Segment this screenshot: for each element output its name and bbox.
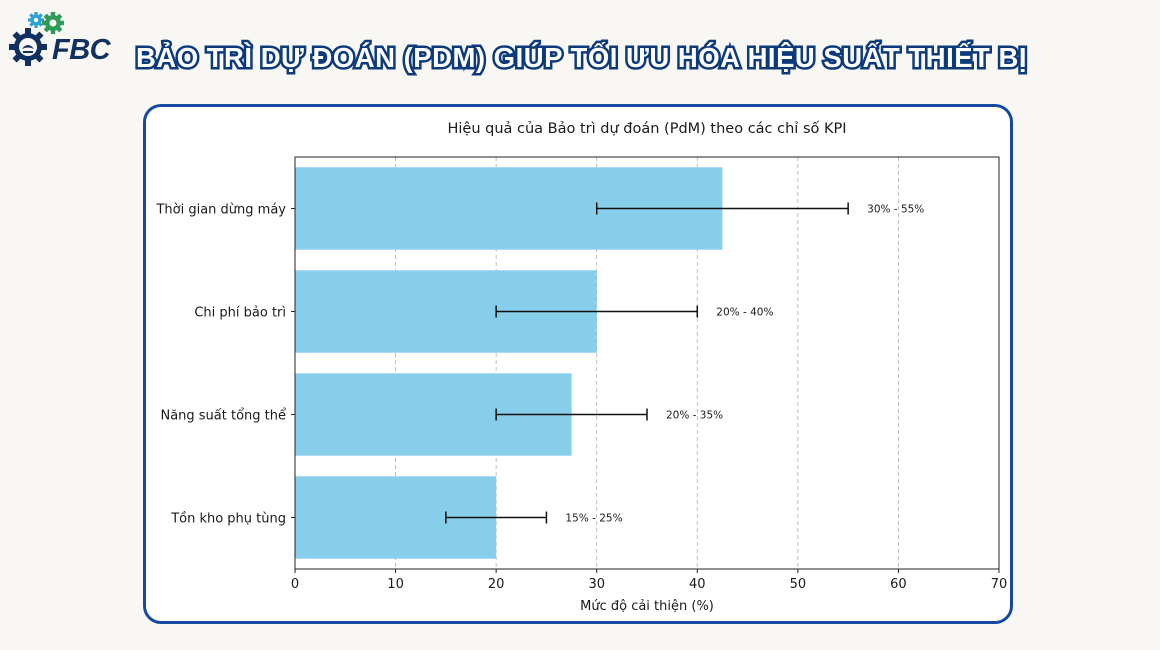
x-tick-label: 30 [588,577,605,592]
x-tick-label: 20 [488,577,505,592]
y-tick-label: Thời gian dừng máy [155,203,286,218]
plot-frame [294,156,1000,570]
chart: Hiệu quả của Bảo trì dự đoán (PdM) theo … [155,120,1008,614]
x-tick-label: 60 [890,577,907,592]
page-title: BẢO TRÌ DỰ ĐOÁN (PDM) GIÚP TỐI ƯU HÓA HI… [134,42,1030,74]
x-tick-label: 0 [291,577,299,592]
y-tick-label: Chi phí bảo trì [194,306,286,321]
data-label: 20% - 35% [666,410,723,422]
gear-icon [9,12,64,66]
data-label: 15% - 25% [565,513,622,525]
chart-card: Hiệu quả của Bảo trì dự đoán (PdM) theo … [143,104,1013,624]
y-tick-label: Năng suất tổng thể [160,409,286,424]
fbc-logo: FBC [6,10,118,72]
logo-text: FBC [52,34,111,66]
x-tick-label: 40 [689,577,706,592]
data-label: 20% - 40% [716,307,773,319]
x-tick-label: 10 [387,577,404,592]
chart-title: Hiệu quả của Bảo trì dự đoán (PdM) theo … [447,120,846,137]
x-tick-label: 70 [991,577,1008,592]
x-axis-label: Mức độ cải thiện (%) [580,599,714,614]
y-tick-label: Tồn kho phụ tùng [170,512,286,527]
x-tick-label: 50 [790,577,807,592]
data-label: 30% - 55% [867,204,924,216]
